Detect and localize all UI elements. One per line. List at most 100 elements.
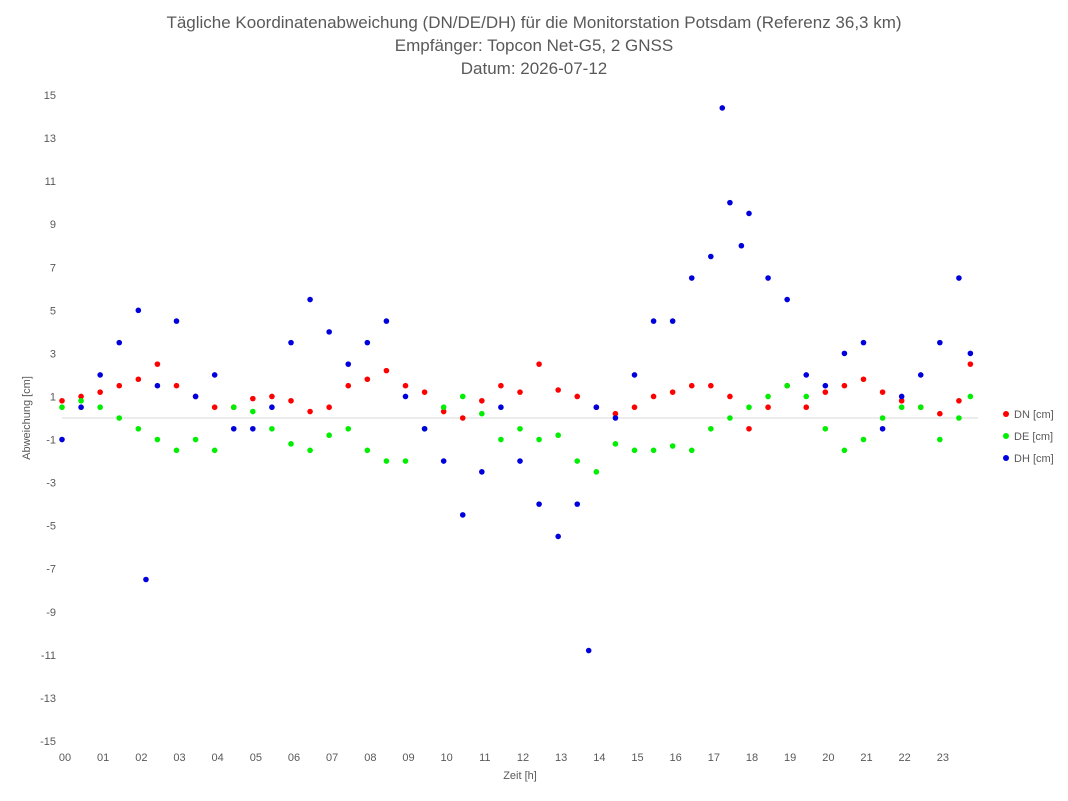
data-point (269, 404, 275, 411)
data-point (479, 397, 485, 404)
y-tick-label: -1 (46, 435, 56, 447)
data-point (288, 339, 294, 346)
data-point (192, 393, 199, 400)
data-point (967, 393, 974, 400)
data-point (937, 410, 943, 417)
x-axis-ticks: 00 01 02 03 04 05 06 07 08 09 10 11 12 13 14 15 16 17 18 19… (59, 752, 949, 764)
data-point (364, 339, 371, 346)
y-tick-label: -9 (46, 607, 56, 619)
x-tick-label: 00 (59, 752, 71, 764)
data-point (173, 318, 180, 324)
x-tick-label: 16 (670, 752, 682, 764)
data-point (593, 469, 600, 475)
data-point (822, 389, 829, 395)
data-point (59, 404, 65, 411)
data-point (612, 415, 619, 421)
data-point (688, 382, 695, 389)
y-tick-label: -3 (46, 478, 56, 490)
data-point (326, 432, 332, 439)
data-point (78, 393, 84, 400)
data-point (822, 382, 829, 389)
legend-label: DN [cm] (1014, 409, 1054, 421)
data-point (650, 393, 657, 400)
data-point (211, 447, 218, 454)
data-point (631, 447, 638, 454)
data-point (803, 404, 810, 411)
x-tick-label: 05 (250, 752, 262, 764)
data-point (498, 382, 504, 389)
data-point (669, 389, 676, 395)
y-tick-label: -13 (40, 693, 56, 705)
data-point (727, 415, 733, 421)
y-axis-ticks: 15 13 11 9 7 5 3 1 -1 -3 -5 -7 -9 -11 -13 -15 (40, 90, 56, 748)
data-point (364, 447, 371, 454)
data-point (727, 199, 733, 206)
data-point (879, 415, 886, 421)
data-point (250, 425, 256, 432)
data-point (688, 447, 695, 454)
data-point (765, 404, 771, 411)
data-point (669, 318, 676, 324)
data-point (173, 382, 180, 389)
data-point (517, 458, 523, 464)
data-point (860, 436, 867, 443)
data-point (143, 576, 149, 583)
data-point (307, 408, 313, 415)
x-tick-label: 15 (631, 752, 643, 764)
data-point (956, 415, 962, 421)
data-point (326, 404, 332, 411)
data-point (708, 253, 714, 260)
x-tick-label: 12 (517, 752, 529, 764)
data-point (211, 372, 218, 378)
x-tick-label: 11 (479, 752, 490, 764)
data-point (917, 372, 924, 378)
data-point (479, 410, 485, 417)
data-point (78, 404, 84, 411)
legend-label: DH [cm] (1014, 453, 1054, 465)
data-point (841, 382, 848, 389)
legend-marker (1003, 411, 1009, 417)
y-tick-label: -7 (46, 564, 56, 576)
data-point (956, 397, 962, 404)
x-tick-label: 21 (860, 752, 872, 764)
data-point (917, 404, 924, 411)
y-tick-label: 11 (45, 176, 56, 188)
data-point (956, 275, 962, 281)
data-point (78, 397, 84, 404)
data-point (631, 404, 638, 411)
data-point (612, 441, 619, 447)
y-tick-label: -5 (46, 521, 56, 533)
data-point (967, 350, 974, 357)
data-point (288, 397, 294, 404)
legend: DN [cm] DE [cm] DH [cm] (1003, 409, 1054, 465)
y-tick-label: 3 (50, 348, 56, 360)
data-point (937, 339, 943, 346)
data-point (708, 382, 714, 389)
series-dh (59, 105, 974, 654)
data-point (135, 425, 142, 432)
data-point (585, 647, 592, 654)
data-point (593, 404, 600, 411)
x-tick-label: 03 (173, 752, 185, 764)
y-tick-label: 7 (50, 262, 56, 274)
data-point (116, 382, 123, 389)
data-point (555, 533, 561, 540)
y-tick-label: 9 (50, 219, 56, 231)
data-point (898, 393, 905, 400)
data-point (402, 458, 409, 464)
data-point (517, 389, 523, 395)
x-tick-label: 14 (593, 752, 605, 764)
data-point (383, 318, 390, 324)
data-point (97, 404, 103, 411)
legend-label: DE [cm] (1014, 431, 1053, 443)
x-tick-label: 17 (708, 752, 720, 764)
data-point (459, 512, 466, 518)
x-tick-label: 06 (288, 752, 300, 764)
data-point (536, 501, 542, 507)
data-point (97, 372, 103, 378)
data-point (440, 458, 447, 464)
x-tick-label: 04 (212, 752, 224, 764)
x-tick-label: 18 (746, 752, 758, 764)
data-point (269, 425, 275, 432)
